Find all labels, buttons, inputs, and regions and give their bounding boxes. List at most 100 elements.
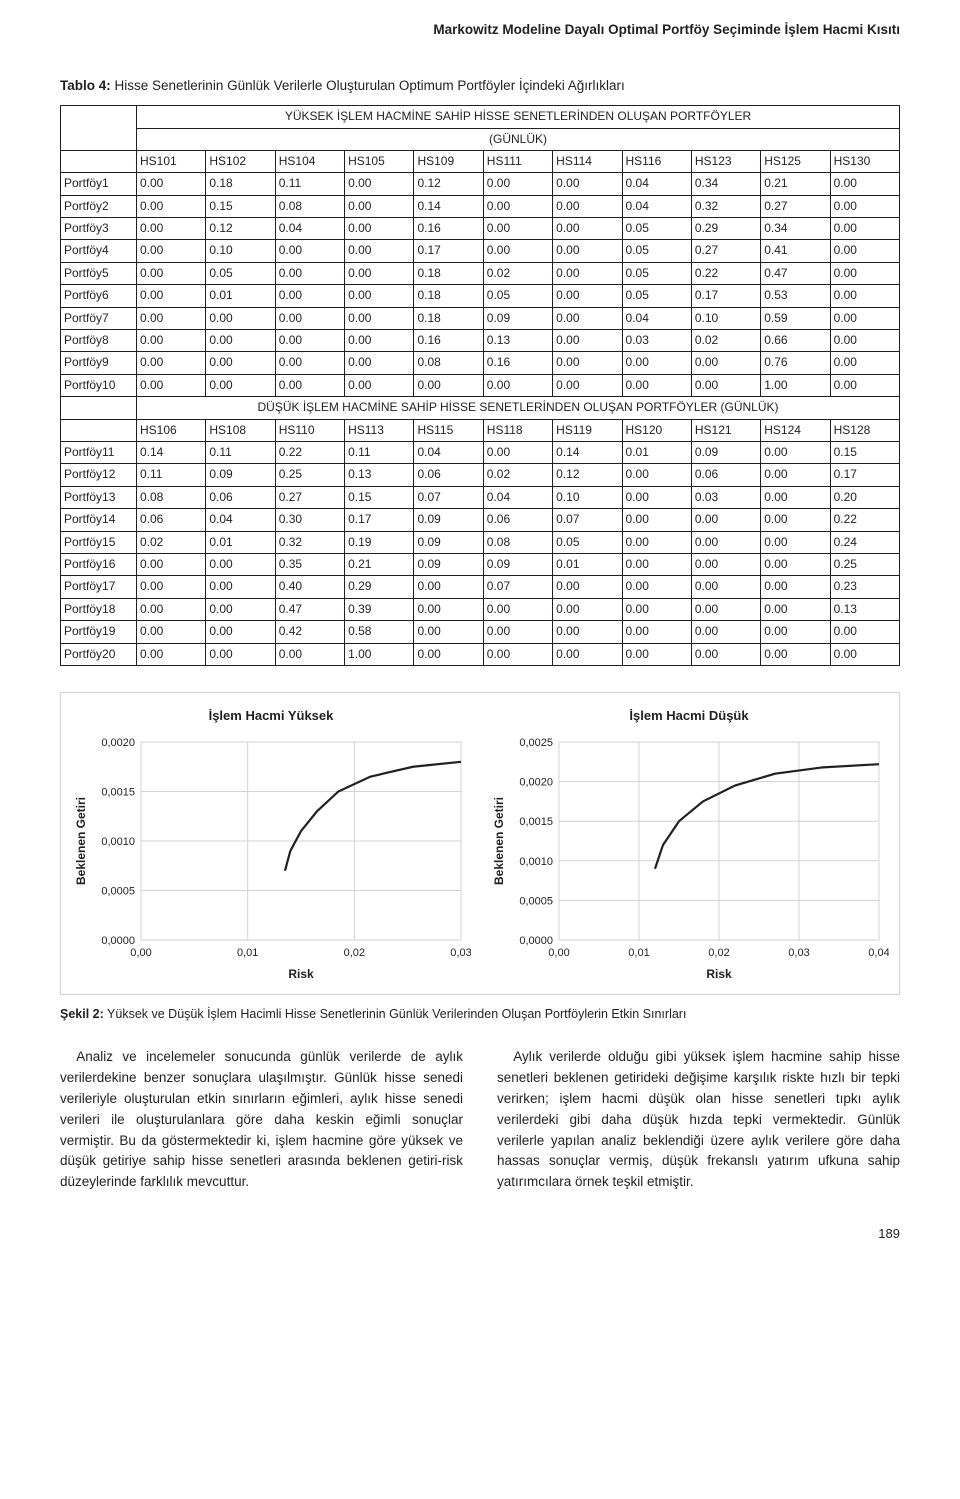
table-cell: 0.05: [553, 531, 622, 553]
table-cell: 0.00: [761, 486, 830, 508]
table-cell: 0.00: [483, 441, 552, 463]
table-cell: 0.00: [206, 576, 275, 598]
table-cell: Portföy14: [61, 509, 137, 531]
table-cell: 0.00: [137, 285, 206, 307]
table-cell: 0.00: [553, 285, 622, 307]
table-cell: 0.00: [691, 553, 760, 575]
table-cell: 0.58: [345, 621, 414, 643]
table-cell: 0.06: [137, 509, 206, 531]
chart-right-title: İşlem Hacmi Düşük: [489, 707, 889, 726]
table-cell: 0.00: [483, 240, 552, 262]
table-cell: HS113: [345, 419, 414, 441]
table-cell: 0.00: [137, 374, 206, 396]
table-cell: 0.66: [761, 330, 830, 352]
table-cell: 0.00: [622, 531, 691, 553]
table-cell: 0.14: [553, 441, 622, 463]
table-cell: 0.40: [275, 576, 344, 598]
table-cell: 0.00: [761, 509, 830, 531]
table-cell: 0.00: [761, 531, 830, 553]
table-cell: 0.13: [830, 598, 899, 620]
svg-text:Risk: Risk: [288, 967, 314, 981]
svg-text:0,0005: 0,0005: [519, 895, 553, 907]
table-cell: 0.00: [345, 374, 414, 396]
table-cell: HS111: [483, 150, 552, 172]
table-cell: 0.06: [691, 464, 760, 486]
table-cell: 0.23: [830, 576, 899, 598]
table-cell: 0.17: [830, 464, 899, 486]
table-cell: 0.30: [275, 509, 344, 531]
table-cell: 0.00: [622, 374, 691, 396]
charts-container: İşlem Hacmi Yüksek 0,00000,00050,00100,0…: [60, 692, 900, 995]
table-cell: [61, 419, 137, 441]
table-cell: 0.06: [414, 464, 483, 486]
table-cell: HS105: [345, 150, 414, 172]
table-cell: 0.00: [691, 598, 760, 620]
table-cell: Portföy2: [61, 195, 137, 217]
table-cell: 0.18: [414, 307, 483, 329]
table-cell: 0.53: [761, 285, 830, 307]
table-cell: 0.00: [691, 531, 760, 553]
table-cell: 0.00: [345, 262, 414, 284]
table-cell: 0.18: [414, 262, 483, 284]
table-cell: 0.00: [275, 240, 344, 262]
table-cell: 0.00: [137, 262, 206, 284]
table-4: YÜKSEK İŞLEM HACMİNE SAHİP HİSSE SENETLE…: [60, 105, 900, 666]
table-cell: HS114: [553, 150, 622, 172]
table-cell: 0.04: [275, 218, 344, 240]
table-cell: 0.08: [137, 486, 206, 508]
table-cell: HS102: [206, 150, 275, 172]
table-cell: 0.19: [345, 531, 414, 553]
body-para-1: Analiz ve incelemeler sonucunda günlük v…: [60, 1047, 463, 1193]
table-cell: 0.00: [345, 240, 414, 262]
table-cell: 0.01: [622, 441, 691, 463]
table-cell: 0.00: [830, 218, 899, 240]
table-cell: 0.00: [553, 621, 622, 643]
table-cell: 0.00: [830, 285, 899, 307]
table-cell: 0.00: [345, 218, 414, 240]
table-cell: HS104: [275, 150, 344, 172]
svg-text:0,0010: 0,0010: [101, 836, 135, 848]
table-cell: 0.09: [483, 307, 552, 329]
svg-text:0,04: 0,04: [868, 947, 889, 959]
table-cell: HS125: [761, 150, 830, 172]
table-cell: HS120: [622, 419, 691, 441]
svg-text:0,0015: 0,0015: [519, 816, 553, 828]
table-cell: 0.00: [483, 173, 552, 195]
table-cell: 0.00: [137, 240, 206, 262]
table-cell: 0.24: [830, 531, 899, 553]
table-cell: 0.00: [345, 173, 414, 195]
svg-text:0,00: 0,00: [130, 947, 151, 959]
table-cell: 0.00: [761, 553, 830, 575]
table-cell: 0.00: [414, 374, 483, 396]
svg-text:0,0010: 0,0010: [519, 856, 553, 868]
table-cell: 0.34: [691, 173, 760, 195]
table-cell: Portföy7: [61, 307, 137, 329]
table-cell: 0.00: [622, 486, 691, 508]
table-cell: Portföy4: [61, 240, 137, 262]
table-cell: 0.00: [830, 374, 899, 396]
table-cell: 0.00: [830, 173, 899, 195]
svg-text:0,01: 0,01: [628, 947, 649, 959]
table-cell: 0.00: [137, 195, 206, 217]
table-cell: 0.06: [483, 509, 552, 531]
table-cell: 0.32: [275, 531, 344, 553]
table-cell: 0.00: [553, 374, 622, 396]
table-cell: 0.07: [553, 509, 622, 531]
table-cell: 0.00: [483, 218, 552, 240]
table-cell: 0.09: [206, 464, 275, 486]
table-cell: HS106: [137, 419, 206, 441]
table-cell: Portföy18: [61, 598, 137, 620]
table-cell: 0.03: [691, 486, 760, 508]
table-cell: 0.17: [691, 285, 760, 307]
table-cell: 0.12: [206, 218, 275, 240]
table-cell: Portföy12: [61, 464, 137, 486]
table-cell: 0.04: [483, 486, 552, 508]
table-cell: 0.00: [622, 509, 691, 531]
table-cell: 0.39: [345, 598, 414, 620]
table-cell: 0.00: [830, 262, 899, 284]
table-cell: 0.00: [553, 576, 622, 598]
table-cell: 0.17: [414, 240, 483, 262]
table-cell: Portföy9: [61, 352, 137, 374]
table-cell: 0.09: [483, 553, 552, 575]
table-cell: 0.00: [137, 307, 206, 329]
